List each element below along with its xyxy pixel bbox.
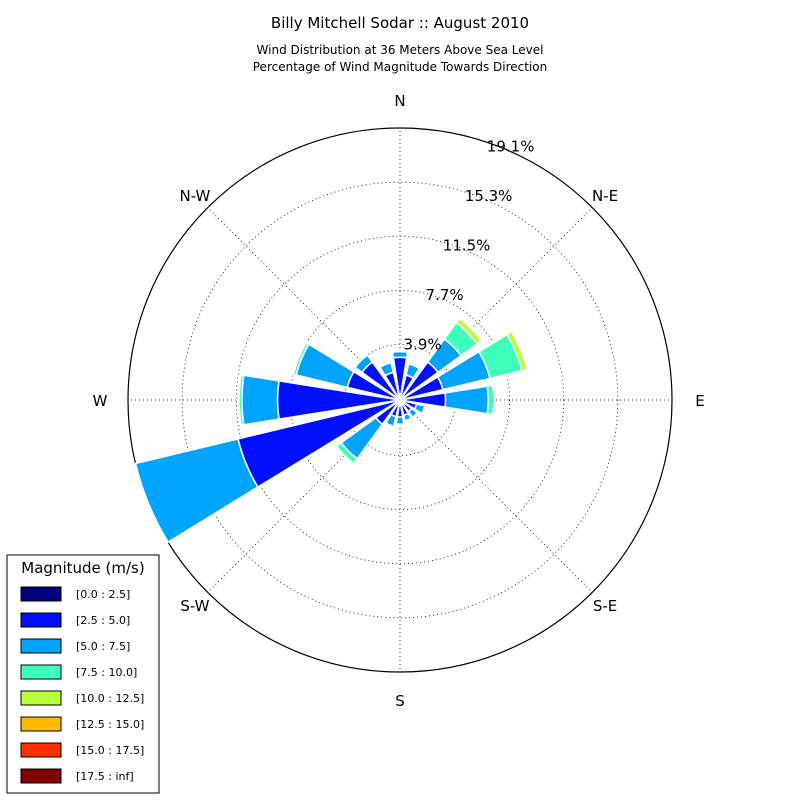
legend-swatch [20,768,62,784]
legend-label: [2.5 : 5.0] [76,614,130,627]
direction-label: S-E [593,597,617,615]
radial-grid-ring [181,181,619,619]
wind-bar-segment [399,361,439,401]
wind-bar-segment [399,399,409,417]
direction-label: W [93,392,108,410]
legend-title: Magnitude (m/s) [21,559,144,577]
wind-bar-segment [399,376,444,401]
legend-label: [10.0 : 12.5] [76,692,144,705]
angular-grid-line [207,399,401,593]
wind-bar-segment [276,380,401,420]
legend-label: [5.0 : 7.5] [76,640,130,653]
legend-swatch [20,742,62,758]
radial-grid-ring [235,235,565,565]
chart-subtitle-line-2: Percentage of Wind Magnitude Towards Dir… [253,60,547,74]
wind-bar-segment [346,370,401,401]
wind-bar-segment [384,371,401,401]
angular-grid-line [399,399,593,593]
direction-label: S-W [180,597,209,615]
direction-label: E [695,392,704,410]
radial-tick-label: 7.7% [426,286,464,304]
wind-bar-segment [237,399,401,488]
wind-bar-segment [399,399,413,413]
wind-bar-segment [392,356,408,401]
direction-label: N [394,92,405,110]
chart-subtitle-line-1: Wind Distribution at 36 Meters Above Sea… [257,43,544,57]
direction-label: N-E [592,187,618,205]
legend-swatch [20,638,62,654]
radial-tick-label: 19.1% [487,138,535,156]
wind-bar-segment [399,374,415,401]
chart-title: Billy Mitchell Sodar :: August 2010 [271,14,529,32]
radial-tick-label: 11.5% [443,236,491,254]
legend: Magnitude (m/s) [0.0 : 2.5] [2.5 : 5.0] [5… [6,554,160,794]
legend-swatch [20,586,62,602]
legend-swatch [20,612,62,628]
polar-plot-area: 3.9% 7.7% 11.5% 15.3% 19.1% N N-E E S-E S S-W W N-W [93,92,705,710]
radial-tick-label: 3.9% [404,335,442,353]
angular-grid-line [399,207,593,401]
wind-bar-segment [375,399,401,425]
wind-bar-segment [396,395,401,401]
wind-bar-segment [399,392,447,408]
legend-swatch [20,664,62,680]
legend-label: [17.5 : inf] [76,770,134,783]
legend-label: [12.5 : 15.0] [76,718,144,731]
direction-label: S [395,692,405,710]
legend-swatch [20,690,62,706]
legend-label: [15.0 : 17.5] [76,744,144,757]
angular-grid-line [207,207,401,401]
wind-bar-segment [361,361,401,401]
legend-label: [7.5 : 10.0] [76,666,137,679]
legend-swatch [20,716,62,732]
wind-bar-segment [396,399,404,418]
legend-label: [0.0 : 2.5] [76,588,130,601]
radial-tick-label: 15.3% [465,187,513,205]
direction-label: N-W [179,187,210,205]
